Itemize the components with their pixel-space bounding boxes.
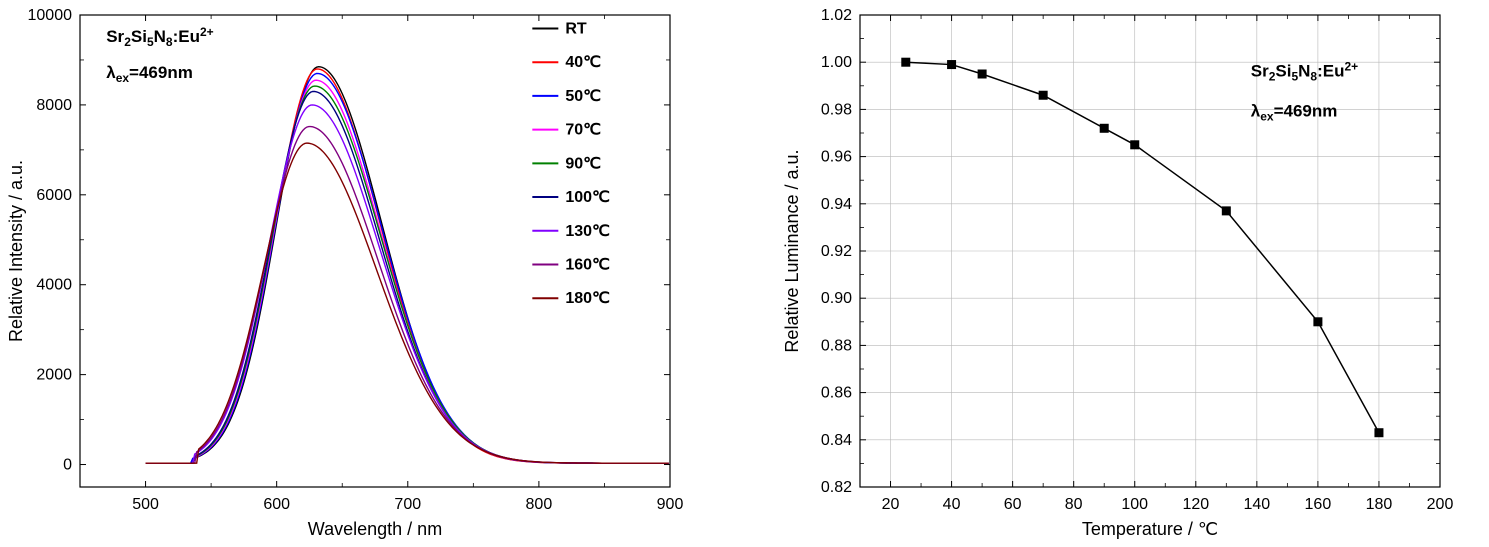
legend-label: 160℃ — [565, 256, 610, 273]
ylabel: Relative Luminance / a.u. — [782, 149, 802, 352]
right-chart-panel: 20 40 60 80 100 120 140 160 180 200 0.82 0.84 0.86 0.… — [770, 0, 1460, 547]
xtick-label: 600 — [263, 496, 290, 513]
xtick-label: 60 — [1004, 496, 1022, 513]
legend-label: 130℃ — [565, 223, 610, 240]
data-marker — [1131, 141, 1139, 149]
ytick-label: 0.84 — [821, 432, 852, 449]
legend-label: RT — [565, 20, 587, 37]
legend-label: 70℃ — [565, 122, 601, 139]
xtick-label: 40 — [943, 496, 961, 513]
xtick-label: 200 — [1427, 496, 1454, 513]
ytick-label: 0.86 — [821, 385, 852, 402]
xtick-label: 20 — [882, 496, 900, 513]
ytick-label: 0.90 — [821, 290, 852, 307]
xtick-label: 500 — [132, 496, 159, 513]
xtick-label: 180 — [1366, 496, 1393, 513]
data-marker — [948, 61, 956, 69]
ytick-label: 0.82 — [821, 479, 852, 496]
right-chart-svg: 20 40 60 80 100 120 140 160 180 200 0.82 0.84 0.86 0.… — [770, 0, 1460, 547]
ylabel: Relative Intensity / a.u. — [6, 160, 26, 342]
xtick-label: 120 — [1182, 496, 1209, 513]
data-marker — [902, 58, 910, 66]
data-marker — [1039, 91, 1047, 99]
ytick-label: 8000 — [36, 97, 72, 114]
ytick-label: 0.92 — [821, 243, 852, 260]
ytick-label: 0.94 — [821, 196, 852, 213]
ytick-label: 0 — [63, 457, 72, 474]
xtick-label: 100 — [1121, 496, 1148, 513]
xlabel: Wavelength / nm — [308, 519, 442, 539]
ytick-label: 0.88 — [821, 337, 852, 354]
ytick-label: 2000 — [36, 367, 72, 384]
annotation: Sr2Si5N8:Eu2+ — [1251, 59, 1358, 83]
xlabel: Temperature / ℃ — [1082, 519, 1218, 539]
legend-label: 90℃ — [565, 155, 601, 172]
ytick-label: 1.02 — [821, 7, 852, 24]
ytick-label: 0.98 — [821, 101, 852, 118]
xtick-label: 160 — [1305, 496, 1332, 513]
ytick-label: 4000 — [36, 277, 72, 294]
xtick-label: 900 — [657, 496, 684, 513]
ytick-label: 1.00 — [821, 54, 852, 71]
data-marker — [978, 70, 986, 78]
legend-label: 100℃ — [565, 189, 610, 206]
data-marker — [1314, 318, 1322, 326]
xtick-label: 800 — [526, 496, 553, 513]
legend-label: 50℃ — [565, 88, 601, 105]
legend-label: 180℃ — [565, 290, 610, 307]
ytick-label: 0.96 — [821, 149, 852, 166]
data-marker — [1100, 124, 1108, 132]
xtick-label: 80 — [1065, 496, 1083, 513]
annotation: Sr2Si5N8:Eu2+ — [106, 25, 213, 49]
xtick-label: 700 — [394, 496, 421, 513]
xtick-label: 140 — [1243, 496, 1270, 513]
ytick-label: 10000 — [28, 7, 73, 24]
left-chart-panel: 500 600 700 800 900 0 2000 4000 6000 8000 10000 Wav… — [0, 0, 690, 547]
data-marker — [1222, 207, 1230, 215]
legend-label: 40℃ — [565, 54, 601, 71]
ytick-label: 6000 — [36, 187, 72, 204]
left-chart-svg: 500 600 700 800 900 0 2000 4000 6000 8000 10000 Wav… — [0, 0, 690, 547]
data-marker — [1375, 429, 1383, 437]
